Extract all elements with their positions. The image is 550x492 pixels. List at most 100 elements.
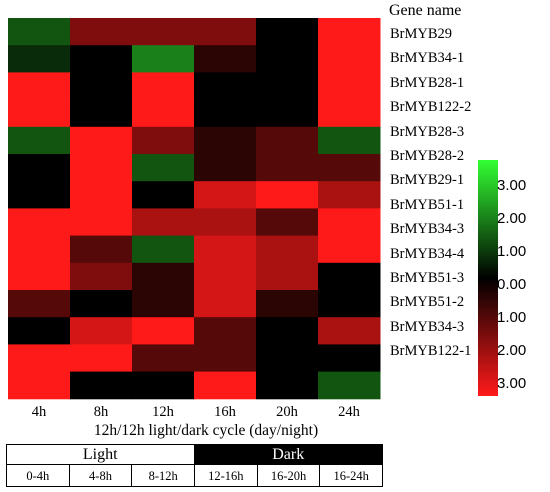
gene-label: BrMYB29 <box>390 26 453 42</box>
heatmap-cell <box>318 317 381 345</box>
gene-label: BrMYB51-3 <box>390 270 465 286</box>
heatmap-cell <box>132 18 195 46</box>
color-scale-tick-label: 2.00 <box>497 342 527 359</box>
heatmap-cell <box>132 208 195 237</box>
heatmap-cell <box>194 154 257 182</box>
color-scale-tick-label: 2.00 <box>497 210 527 227</box>
heatmap-cell <box>8 45 71 73</box>
heatmap-cell <box>194 18 257 46</box>
cycle-interval-label: 16-24h <box>333 469 369 483</box>
time-label: 4h <box>31 404 47 420</box>
heatmap-cell <box>70 371 133 400</box>
gene-label: BrMYB34-3 <box>390 221 465 238</box>
color-scale-tick-label: 1.00 <box>497 309 527 326</box>
light-period-label: Light <box>7 445 195 464</box>
heatmap-cell <box>194 208 257 237</box>
heatmap-cell <box>318 99 381 128</box>
gene-label: BrMYB28-2 <box>390 148 465 164</box>
heatmap-cell <box>132 371 195 400</box>
heatmap-cell <box>8 72 71 101</box>
heatmap-cell <box>8 18 71 46</box>
heatmap-cell <box>256 317 319 345</box>
time-label: 24h <box>338 404 360 420</box>
cycle-interval-label: 8-12h <box>132 465 196 487</box>
heatmap-cell <box>70 18 133 46</box>
heatmap-cell <box>194 126 257 155</box>
heatmap-cell <box>318 154 381 182</box>
heatmap-cell <box>8 371 71 400</box>
cycle-interval-label: 0-4h <box>7 465 70 487</box>
time-label: 16h <box>214 404 236 420</box>
heatmap-cell <box>256 262 319 291</box>
heatmap-cell <box>70 72 133 101</box>
heatmap-cell <box>132 154 195 182</box>
heatmap-cell <box>132 126 195 155</box>
heatmap-cell <box>70 45 133 73</box>
heatmap-cell <box>8 208 71 237</box>
heatmap-cell <box>132 317 195 345</box>
heatmap-cell <box>194 181 257 209</box>
heatmap-cell <box>8 99 71 128</box>
heatmap-cell <box>132 99 195 128</box>
light-dark-cycle-table: Light Dark 0-4h 4-8h 8-12h 12-16h 16-20h 16-2… <box>6 444 383 487</box>
heatmap-cell <box>70 154 133 182</box>
cycle-interval-label: 16-20h <box>258 465 321 487</box>
gene-label: BrMYB34-1 <box>390 50 465 67</box>
heatmap-cell <box>132 181 195 209</box>
gene-label: BrMYB51-2 <box>390 294 465 311</box>
cycle-interval-label: 12-16h <box>195 465 258 487</box>
heatmap-cell <box>256 181 319 209</box>
gene-label: BrMYB122-1 <box>390 343 472 360</box>
time-label: 12h <box>152 404 174 420</box>
heatmap-cell <box>318 290 381 318</box>
heatmap-cell <box>318 126 381 155</box>
heatmap-cell <box>8 290 71 318</box>
heatmap-cell <box>132 262 195 291</box>
heatmap-cell <box>132 72 195 101</box>
heatmap-cell <box>8 344 71 373</box>
heatmap-cell <box>8 317 71 345</box>
heatmap-cell <box>70 208 133 237</box>
time-label: 8h <box>93 404 109 420</box>
heatmap-cell <box>318 262 381 291</box>
cycle-interval-label: 4-8h <box>70 465 133 487</box>
heatmap-cell <box>8 262 71 291</box>
heatmap-cell <box>194 290 257 318</box>
heatmap-cell <box>70 126 133 155</box>
gene-label: BrMYB28-3 <box>390 123 465 140</box>
heatmap-cell <box>70 317 133 345</box>
gene-label: BrMYB28-1 <box>390 74 465 91</box>
heatmap-cell <box>194 72 257 101</box>
heatmap-cell <box>256 126 319 155</box>
heatmap-cell <box>256 208 319 237</box>
heatmap-cell <box>132 45 195 73</box>
gene-label: BrMYB29-1 <box>390 172 465 189</box>
heatmap-cell <box>70 290 133 318</box>
heatmap-cell <box>256 154 319 182</box>
x-axis-label: 12h/12h light/dark cycle (day/night) <box>93 422 319 439</box>
dark-period-label: Dark <box>194 445 382 464</box>
heatmap-cell <box>194 99 257 128</box>
gene-label: BrMYB122-2 <box>390 99 472 116</box>
heatmap-cell <box>70 262 133 291</box>
heatmap-cell <box>194 262 257 291</box>
time-label: 20h <box>276 404 298 420</box>
heatmap-cell <box>70 235 133 264</box>
heatmap-cell <box>8 181 71 209</box>
heatmap-cell <box>8 235 71 264</box>
heatmap-cell <box>256 99 319 128</box>
heatmap-cell <box>256 45 319 73</box>
heatmap-cell <box>256 371 319 400</box>
heatmap-cell <box>132 290 195 318</box>
gene-label: BrMYB34-4 <box>390 245 465 262</box>
heatmap-cell <box>194 344 257 373</box>
heatmap-cell <box>70 344 133 373</box>
heatmap-cell <box>194 371 257 400</box>
heatmap-cell <box>70 181 133 209</box>
color-scale-bar <box>478 160 498 396</box>
heatmap-cell <box>318 72 381 101</box>
gene-label: BrMYB51-1 <box>390 196 465 213</box>
heatmap-cell <box>318 18 381 46</box>
heatmap-cell <box>194 45 257 73</box>
heatmap-cell <box>318 45 381 73</box>
